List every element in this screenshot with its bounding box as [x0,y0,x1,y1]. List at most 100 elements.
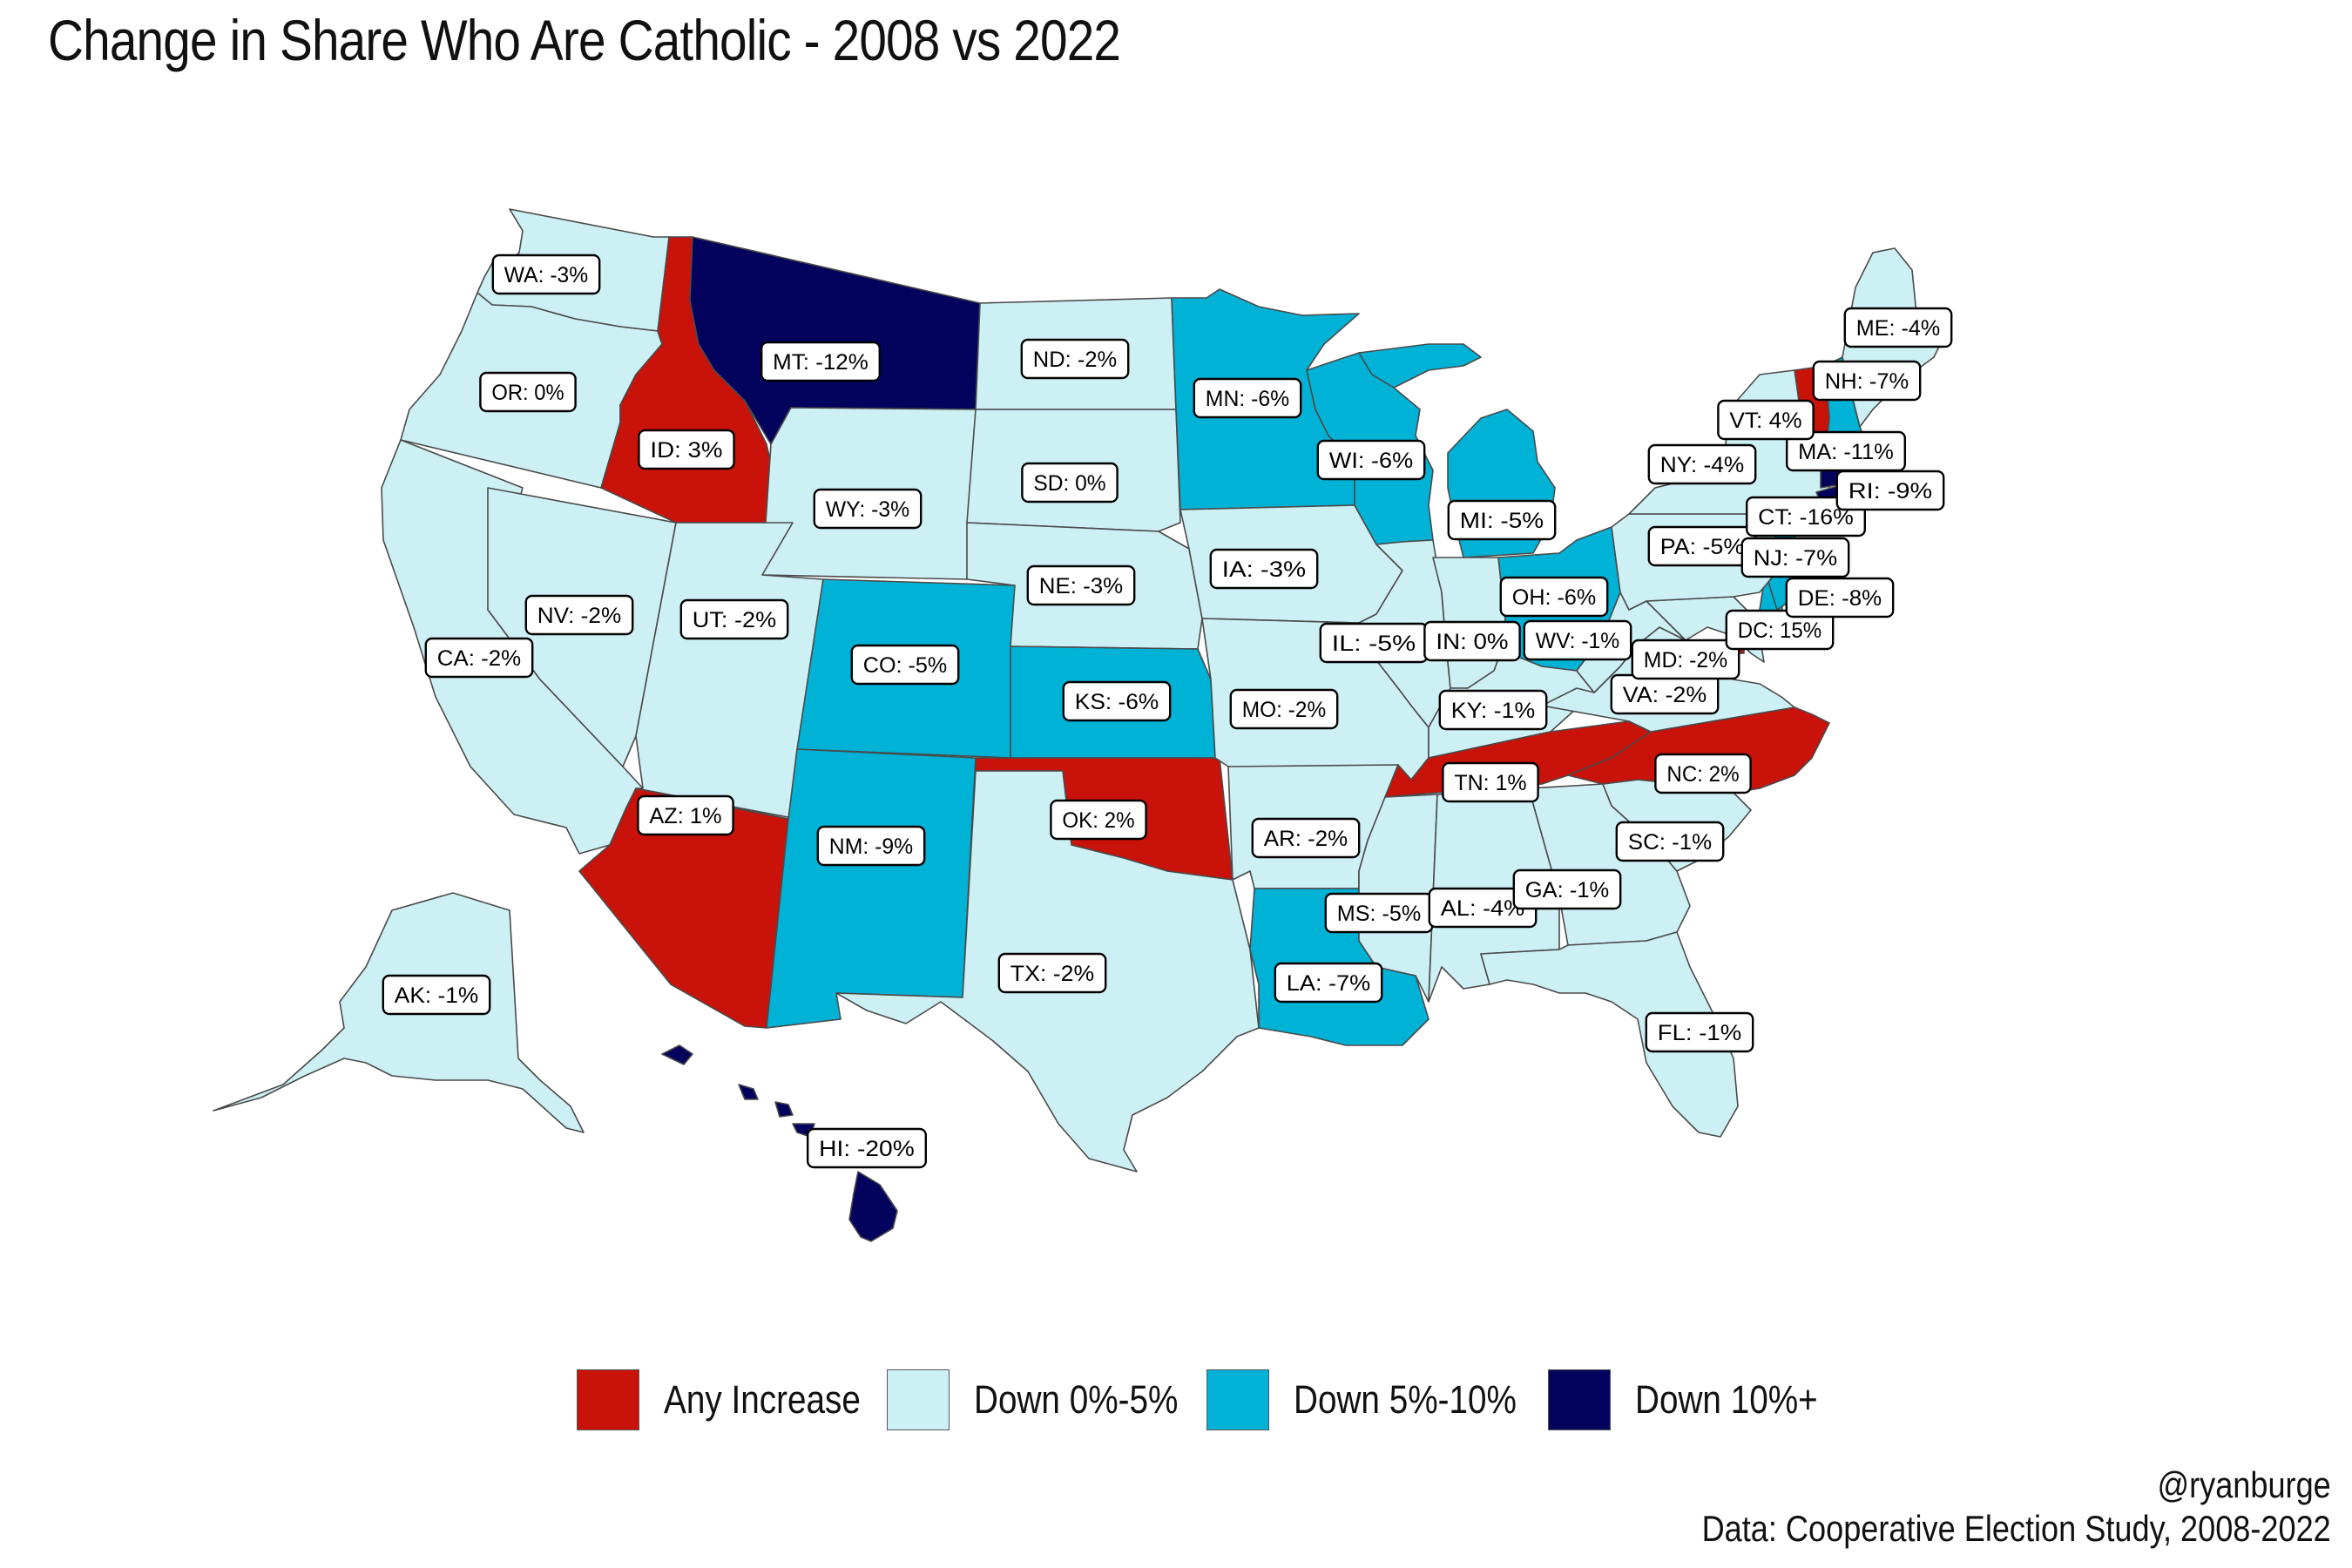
state-label-fl: FL: -1% [1645,1011,1754,1053]
svg-text:HI: -20%: HI: -20% [819,1137,915,1161]
svg-text:CO: -5%: CO: -5% [863,653,947,678]
svg-text:LA: -7%: LA: -7% [1287,971,1370,996]
legend-label: Any Increase [664,1377,861,1422]
svg-text:CA: -2%: CA: -2% [437,646,521,671]
svg-text:VA: -2%: VA: -2% [1623,683,1707,707]
state-label-mt: MT: -12% [760,341,882,382]
state-labels: WA: -3% OR: 0% CA: -2% NV: -2% ID: 3% MT: -12… [382,253,1953,1169]
svg-text:UT: -2%: UT: -2% [693,608,776,632]
state-label-dc: DC: 15% [1725,609,1835,651]
state-label-oh: OH: -6% [1499,576,1609,618]
state-label-sd: SD: 0% [1021,462,1119,504]
state-nm [766,748,977,1029]
state-label-va: VA: -2% [1610,673,1720,715]
svg-text:AL: -4%: AL: -4% [1441,896,1524,921]
legend-label: Down 5%-10% [1294,1377,1517,1422]
state-label-wv: WV: -1% [1523,619,1632,661]
state-label-tx: TX: -2% [997,952,1107,994]
state-label-sc: SC: -1% [1615,821,1725,862]
state-label-ky: KY: -1% [1438,689,1548,731]
state-label-nh: NH: -7% [1812,360,1922,402]
state-label-az: AZ: 1% [637,794,734,836]
svg-text:NH: -7%: NH: -7% [1825,369,1909,394]
legend-label: Down 0%-5% [974,1377,1179,1422]
legend-item: Down 5%-10% [1206,1368,1553,1432]
svg-text:MO: -2%: MO: -2% [1242,698,1326,722]
svg-text:MN: -6%: MN: -6% [1206,387,1289,411]
svg-text:VT: 4%: VT: 4% [1729,409,1801,433]
state-label-nc: NC: 2% [1654,753,1752,794]
state-label-id: ID: 3% [638,429,735,470]
svg-text:AZ: 1%: AZ: 1% [649,804,721,828]
state-label-mn: MN: -6% [1193,377,1302,419]
state-label-wi: WI: -6% [1316,439,1426,481]
legend-item: Any Increase [577,1368,893,1432]
svg-text:SD: 0%: SD: 0% [1033,471,1105,496]
state-label-ma: MA: -11% [1785,430,1906,472]
state-hi [661,1044,898,1242]
svg-text:PA: -5%: PA: -5% [1660,535,1744,559]
state-label-ct: CT: -16% [1745,496,1866,537]
svg-text:NY: -4%: NY: -4% [1660,453,1744,477]
svg-text:IN: 0%: IN: 0% [1436,630,1508,654]
svg-text:NM: -9%: NM: -9% [829,835,913,859]
svg-text:OR: 0%: OR: 0% [491,381,564,405]
legend: Any Increase Down 0%-5% Down 5%-10% Down 10… [0,1368,2352,1446]
state-label-ok: OK: 2% [1050,799,1147,841]
svg-text:WV: -1%: WV: -1% [1536,629,1619,653]
state-fl [1480,931,1739,1138]
state-label-or: OR: 0% [479,371,577,413]
state-label-ks: KS: -6% [1062,680,1172,722]
legend-label: Down 10%+ [1635,1377,1818,1422]
svg-text:ND: -2%: ND: -2% [1033,348,1117,372]
svg-text:OH: -6%: OH: -6% [1512,585,1596,610]
credit-block: @ryanburge Data: Cooperative Election St… [1702,1463,2331,1551]
state-label-ny: NY: -4% [1647,443,1757,485]
state-label-me: ME: -4% [1843,307,1953,348]
svg-text:MD: -2%: MD: -2% [1644,648,1727,672]
svg-text:OK: 2%: OK: 2% [1062,808,1134,833]
svg-text:RI: -9%: RI: -9% [1848,479,1932,504]
state-label-ga: GA: -1% [1512,868,1622,910]
svg-text:CT: -16%: CT: -16% [1758,505,1854,530]
state-label-ia: IA: -3% [1209,548,1319,590]
state-label-wa: WA: -3% [491,253,601,295]
state-label-ca: CA: -2% [424,637,534,679]
svg-text:WA: -3%: WA: -3% [504,263,588,287]
svg-text:WY: -3%: WY: -3% [826,497,909,522]
author-handle: @ryanburge [2157,1464,2331,1505]
state-label-nj: NJ: -7% [1740,537,1850,578]
svg-text:TX: -2%: TX: -2% [1010,962,1094,986]
svg-text:GA: -1%: GA: -1% [1525,878,1609,902]
data-source: Data: Cooperative Election Study, 2008-2… [1701,1508,2331,1549]
state-label-hi: HI: -20% [807,1127,928,1169]
svg-text:DC: 15%: DC: 15% [1738,618,1821,643]
state-label-wy: WY: -3% [813,488,923,530]
state-label-co: CO: -5% [850,644,960,686]
legend-swatch [887,1369,950,1430]
state-label-in: IN: 0% [1423,620,1521,662]
state-label-ut: UT: -2% [679,598,789,640]
svg-text:MI: -5%: MI: -5% [1460,509,1544,533]
state-label-ak: AK: -1% [382,974,491,1016]
state-label-ar: AR: -2% [1251,817,1361,859]
state-label-nm: NM: -9% [816,825,926,867]
state-label-ri: RI: -9% [1835,470,1945,511]
svg-text:NJ: -7%: NJ: -7% [1754,546,1837,571]
svg-text:ID: 3%: ID: 3% [650,438,722,463]
state-label-nv: NV: -2% [524,594,634,636]
state-label-tn: TN: 1% [1442,761,1539,803]
svg-text:DE: -8%: DE: -8% [1798,586,1882,611]
state-label-mo: MO: -2% [1229,688,1339,730]
state-label-il: IL: -5% [1319,622,1429,664]
state-label-vt: VT: 4% [1717,399,1815,441]
state-label-mi: MI: -5% [1447,499,1557,541]
state-label-ms: MS: -5% [1324,892,1434,934]
svg-text:NC: 2%: NC: 2% [1666,762,1739,787]
svg-text:WI: -6%: WI: -6% [1329,449,1413,473]
svg-text:NV: -2%: NV: -2% [537,604,621,628]
svg-text:KY: -1%: KY: -1% [1451,699,1535,723]
legend-swatch [1206,1369,1269,1430]
svg-text:MA: -11%: MA: -11% [1798,440,1894,464]
